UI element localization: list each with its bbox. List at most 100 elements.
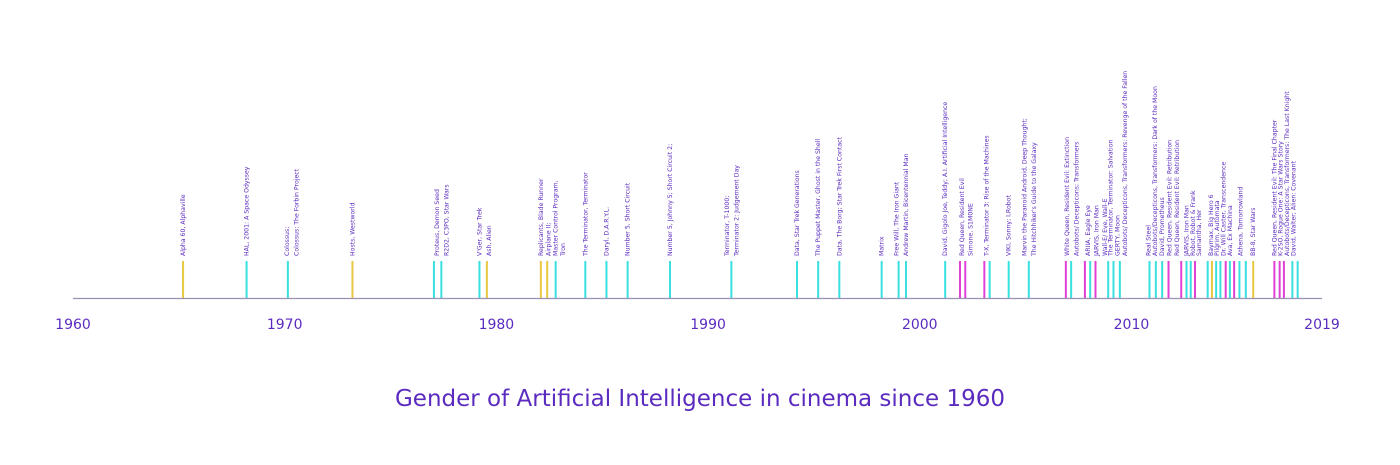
bar-neutral-7 xyxy=(485,261,488,298)
film-label-46: Robot, Robot & Frank xyxy=(1190,190,1197,256)
bar-female-44 xyxy=(1193,261,1196,298)
tick-label-1980: 1980 xyxy=(479,317,515,333)
bar-female-57 xyxy=(1282,261,1285,298)
film-label-6: R2D2, C3PO, Star Wars xyxy=(444,184,451,256)
bar-male-22 xyxy=(944,261,947,298)
bar-neutral-9 xyxy=(546,261,549,298)
film-label-4: Hosts, Westworld xyxy=(349,202,356,256)
film-label-22: Matrix xyxy=(879,236,886,256)
bar-male-30 xyxy=(1070,261,1073,298)
film-label-17: Terminator, T-1000; xyxy=(724,196,731,257)
film-label-3: Colossus: The Forbin Project xyxy=(293,168,300,256)
bar-male-28 xyxy=(1027,261,1030,298)
bar-male-19 xyxy=(880,261,883,298)
tick-label-1990: 1990 xyxy=(690,317,726,333)
film-label-29: VIKI, Sonny; I,Robot xyxy=(1006,195,1013,256)
film-label-41: Autobots/Decepticons, Transformers: Dark… xyxy=(1152,86,1159,256)
film-label-23: Free Will, The Iron Giant xyxy=(893,181,900,256)
film-label-43: Red Queen, Resident Evil: Retribution xyxy=(1167,140,1174,256)
bar-female-23 xyxy=(959,261,961,298)
film-label-15: Number 5, Short Circuit xyxy=(625,182,632,256)
bar-male-34 xyxy=(1107,261,1110,298)
film-label-53: BB-8, Star Wars xyxy=(1250,207,1257,256)
bar-male-58 xyxy=(1291,261,1294,298)
bar-female-41 xyxy=(1180,261,1183,298)
bar-male-27 xyxy=(1007,261,1010,298)
bars-layer xyxy=(182,261,1299,298)
timeline-chart: 1960 1970 1980 1990 2000 2010 2019 Alpha 60, A… xyxy=(55,71,1340,333)
bar-male-12 xyxy=(605,261,608,298)
film-label-21: Data, The Borg; Star Trek First Contact xyxy=(836,136,843,256)
bar-male-43 xyxy=(1189,261,1192,298)
tick-label-2019: 2019 xyxy=(1304,317,1340,333)
chart-title: Gender of Artificial Intelligence in cin… xyxy=(394,386,1006,412)
film-label-37: The Terminator, Terminator: Salvation xyxy=(1107,139,1114,257)
bar-male-38 xyxy=(1154,261,1157,298)
tick-label-2000: 2000 xyxy=(902,317,938,333)
bar-female-25 xyxy=(983,261,986,298)
bar-male-26 xyxy=(988,261,991,298)
film-labels: Alpha 60, Alphaville HAL, 2001: A Space O… xyxy=(180,71,1297,257)
film-label-48: Baymax, Big Hero 6 xyxy=(1208,194,1215,256)
bar-neutral-54 xyxy=(1252,261,1255,298)
bar-male-39 xyxy=(1161,261,1164,298)
bar-neutral-8 xyxy=(539,261,542,298)
bar-male-6 xyxy=(478,261,481,298)
bar-neutral-46 xyxy=(1210,261,1213,298)
tick-label-1960: 1960 xyxy=(55,317,91,333)
bar-male-5 xyxy=(440,261,443,298)
bar-male-15 xyxy=(730,261,733,298)
film-label-13: The Terminator, Terminator xyxy=(582,172,589,257)
bar-male-52 xyxy=(1238,261,1241,298)
film-label-30: Marvin the Paranoid Android, Deep Though… xyxy=(1022,118,1029,256)
film-label-28: T-X, Terminator 3: Rise of the Machines xyxy=(983,135,990,257)
film-label-32: White Queen, Resident Evil: Extinction xyxy=(1064,137,1071,256)
bar-male-59 xyxy=(1296,261,1299,298)
film-label-38: GERTY, Moon xyxy=(1115,215,1122,256)
film-label-26: Red Queen, Resident Evil xyxy=(959,178,966,256)
bar-female-24 xyxy=(964,261,967,298)
film-label-51: Ava, Ex Machina xyxy=(1227,205,1234,256)
bar-male-47 xyxy=(1215,261,1218,298)
film-label-10: Airplane II; xyxy=(545,223,552,256)
film-label-47: Samantha, Her xyxy=(1196,209,1203,256)
film-label-31: The Hitchhiker's Guide to the Galaxy xyxy=(1031,142,1038,257)
film-label-49: Pilgrim, Automata xyxy=(1214,200,1221,256)
film-label-50: Dr. Will Caster, Transcendence xyxy=(1221,162,1228,256)
film-label-1: HAL, 2001: A Space Odyssey xyxy=(244,166,251,256)
bar-male-13 xyxy=(626,261,629,298)
film-label-11: Master Control Program, xyxy=(553,180,560,256)
film-label-7: V'Ger, Star Trek xyxy=(476,207,483,256)
bar-male-20 xyxy=(897,261,900,298)
bar-female-49 xyxy=(1224,261,1227,298)
film-label-42: David, Prometheus xyxy=(1159,197,1166,256)
bar-male-35 xyxy=(1112,261,1115,298)
film-label-24: Andrew Martin, Bicentennial Man xyxy=(903,154,910,256)
bar-male-36 xyxy=(1118,261,1121,298)
tick-label-1970: 1970 xyxy=(267,317,303,333)
film-label-9: Replicants, Blade Runner xyxy=(538,178,545,256)
film-label-8: Ash, Alien xyxy=(486,225,493,256)
film-label-36: Wall-E/ Eve, Wall-E xyxy=(1102,198,1109,256)
tick-label-2010: 2010 xyxy=(1114,317,1150,333)
film-label-25: David, Gigolo Joe, Teddy; A.I. Artificia… xyxy=(942,102,949,256)
bar-female-31 xyxy=(1083,261,1086,298)
film-label-56: Autobots/Decepticons, Transformers: The … xyxy=(1284,91,1291,256)
bar-male-21 xyxy=(905,261,908,298)
bar-male-10 xyxy=(554,261,557,298)
film-label-57: David, Walter; Alien: Covenant xyxy=(1290,160,1297,256)
film-label-39: Autobots/ Decepticons, Transformers: Rev… xyxy=(1122,71,1129,256)
bar-female-56 xyxy=(1278,261,1281,298)
bar-male-53 xyxy=(1244,261,1247,298)
film-label-45: JARVIS, Iron Man xyxy=(1184,205,1191,257)
bar-female-29 xyxy=(1064,261,1067,298)
film-label-19: Data, Star Trek Generations xyxy=(794,170,801,256)
film-label-52: Athena, Tomorrowland xyxy=(1238,187,1245,256)
film-label-20: The Puppet Master, Ghost in the Shell xyxy=(815,139,822,257)
bar-neutral-0 xyxy=(182,261,185,298)
bar-female-40 xyxy=(1167,261,1170,298)
film-label-55: K-2SO, Rogue One: A Star Wars Story xyxy=(1278,141,1285,256)
bar-neutral-3 xyxy=(351,261,354,298)
bar-male-1 xyxy=(245,261,248,298)
bar-female-33 xyxy=(1094,261,1097,298)
